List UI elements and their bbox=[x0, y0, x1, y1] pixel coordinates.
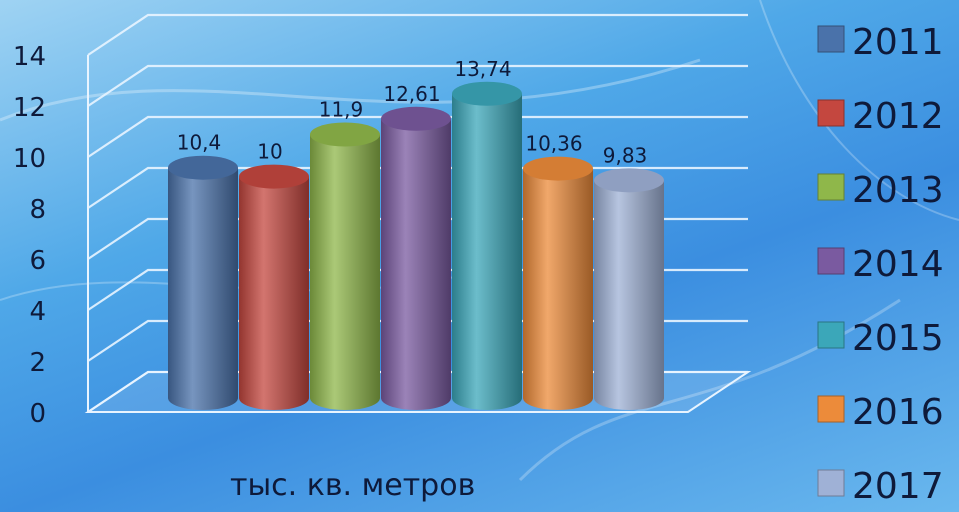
gridline bbox=[87, 64, 748, 107]
y-tick-label: 0 bbox=[29, 399, 46, 429]
legend-swatch bbox=[817, 99, 845, 127]
data-label: 13,74 bbox=[454, 57, 511, 81]
data-label: 9,83 bbox=[603, 143, 648, 167]
bar-2012 bbox=[239, 164, 309, 410]
data-label: 11,9 bbox=[319, 98, 364, 122]
bar-2015 bbox=[452, 81, 522, 410]
data-label: 12,61 bbox=[383, 82, 440, 106]
y-axis-ticks: 0 2 4 6 8 10 12 14 bbox=[13, 42, 46, 429]
bar-body bbox=[168, 167, 238, 410]
bar-body bbox=[310, 134, 380, 410]
bar-top bbox=[523, 156, 593, 181]
bar-2013 bbox=[310, 122, 380, 410]
y-tick-label: 6 bbox=[29, 246, 46, 276]
bar-top bbox=[310, 122, 380, 147]
legend-label: 2014 bbox=[852, 244, 944, 285]
legend-label: 2016 bbox=[852, 392, 944, 433]
bar-2014 bbox=[381, 106, 451, 411]
bars bbox=[168, 81, 664, 411]
bar-body bbox=[381, 118, 451, 411]
legend-label: 2015 bbox=[852, 318, 944, 359]
legend-item-2013: 2013 bbox=[817, 170, 944, 211]
bar-top bbox=[239, 164, 309, 189]
bar-top bbox=[594, 168, 664, 193]
bar-top bbox=[381, 106, 451, 131]
bar-2017 bbox=[594, 168, 664, 410]
legend: 2011 2012 2013 2014 2015 2016 2017 bbox=[817, 22, 944, 507]
bar-2011 bbox=[168, 155, 238, 410]
bar-top bbox=[168, 155, 238, 180]
bar-body bbox=[452, 93, 522, 410]
gridline bbox=[87, 115, 748, 158]
legend-item-2012: 2012 bbox=[817, 96, 944, 137]
legend-swatch bbox=[817, 395, 845, 423]
bar-body bbox=[594, 180, 664, 410]
legend-swatch bbox=[817, 25, 845, 53]
y-tick-label: 12 bbox=[13, 93, 46, 123]
y-tick-label: 14 bbox=[13, 42, 46, 72]
legend-swatch bbox=[817, 173, 845, 201]
y-tick-label: 4 bbox=[29, 297, 46, 327]
legend-item-2016: 2016 bbox=[817, 392, 944, 433]
y-tick-label: 8 bbox=[29, 195, 46, 225]
legend-item-2011: 2011 bbox=[817, 22, 944, 63]
legend-label: 2013 bbox=[852, 170, 944, 211]
gridline bbox=[87, 13, 748, 56]
bar-top bbox=[452, 81, 522, 106]
legend-swatch bbox=[817, 247, 845, 275]
y-tick-label: 2 bbox=[29, 348, 46, 378]
legend-label: 2011 bbox=[852, 22, 944, 63]
data-label: 10,36 bbox=[525, 132, 582, 156]
bar-2016 bbox=[523, 156, 593, 410]
legend-item-2017: 2017 bbox=[817, 466, 944, 507]
data-label: 10 bbox=[257, 140, 282, 164]
legend-item-2014: 2014 bbox=[817, 244, 944, 285]
y-tick-label: 10 bbox=[13, 144, 46, 174]
data-label: 10,4 bbox=[177, 131, 222, 155]
unit-label: тыс. кв. метров bbox=[230, 468, 476, 503]
bar-body bbox=[523, 168, 593, 410]
data-labels: 10,4 10 11,9 12,61 13,74 10,36 9,83 bbox=[177, 57, 648, 168]
legend-label: 2012 bbox=[852, 96, 944, 137]
legend-item-2015: 2015 bbox=[817, 318, 944, 359]
legend-swatch bbox=[817, 469, 845, 497]
bar-body bbox=[239, 176, 309, 410]
legend-label: 2017 bbox=[852, 466, 944, 507]
legend-swatch bbox=[817, 321, 845, 349]
